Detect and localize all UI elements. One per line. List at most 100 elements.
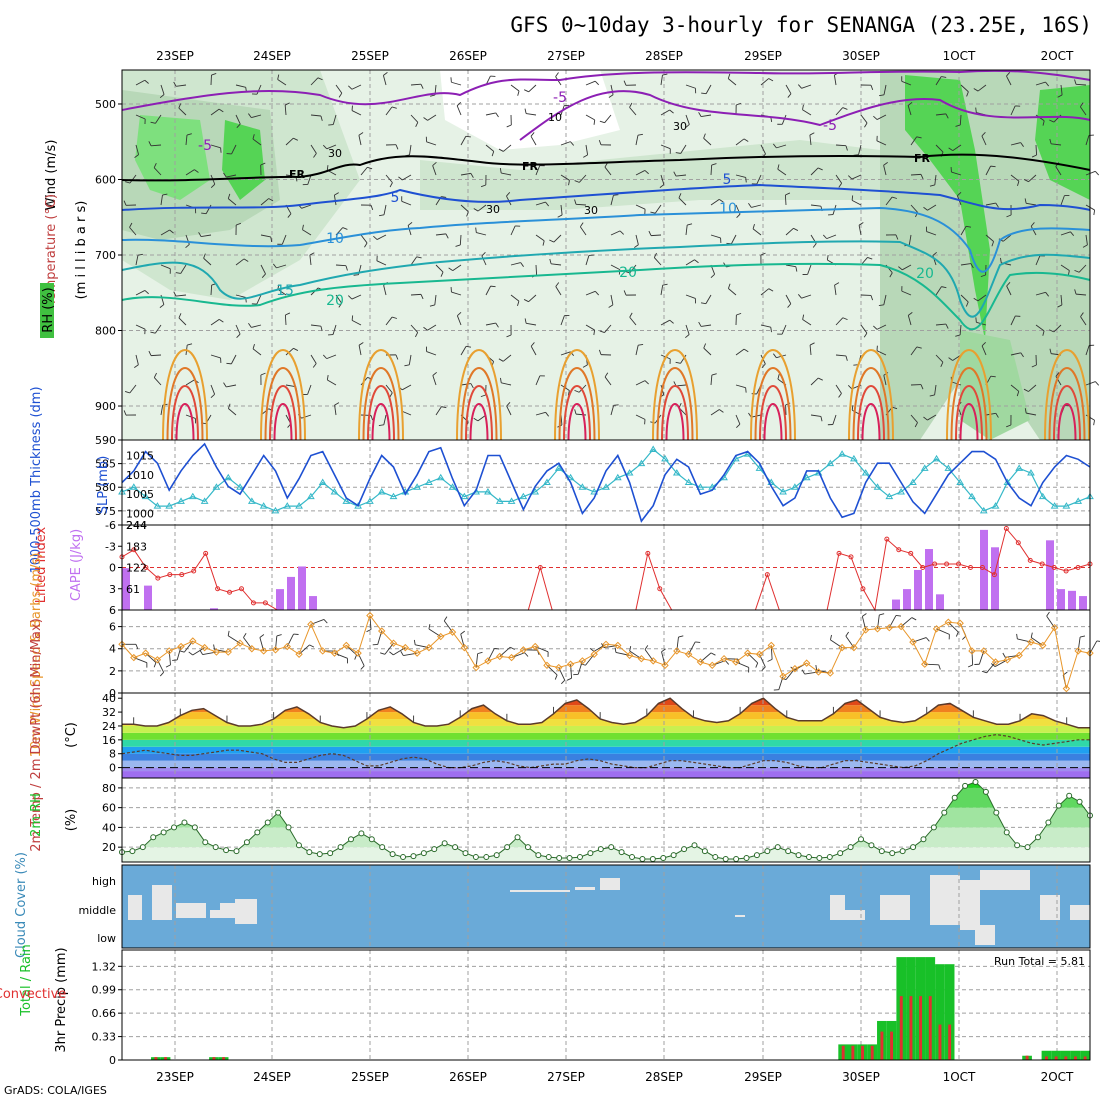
wind-barb xyxy=(382,75,387,86)
wind-barb-flag xyxy=(991,663,996,668)
y-tick-label: 80 xyxy=(102,782,116,795)
precip-convective-bar xyxy=(870,1045,874,1060)
rh-point xyxy=(608,844,615,851)
wind-barb-flag xyxy=(659,184,665,189)
cloud-block xyxy=(845,910,865,920)
thickness-point xyxy=(613,473,622,481)
wind-speed-point xyxy=(566,660,575,668)
wind-barb xyxy=(427,114,437,121)
thickness-point xyxy=(448,483,457,490)
wind-barb xyxy=(735,384,746,389)
rh-point xyxy=(785,848,792,855)
lifted-index-point xyxy=(944,561,950,567)
lifted-index-point xyxy=(203,550,209,556)
side-label: Lifted Index xyxy=(34,526,49,603)
temperature-contour xyxy=(558,367,596,441)
thickness-point xyxy=(554,464,563,471)
thickness-point xyxy=(625,469,634,476)
rh-point xyxy=(858,836,865,843)
wind-barb xyxy=(610,230,621,236)
temperature-contour xyxy=(1044,349,1090,441)
wind-barb xyxy=(460,383,471,386)
thickness-point xyxy=(944,464,953,471)
wind-barb-flag xyxy=(662,283,668,286)
wind-speed-point xyxy=(625,651,634,660)
wind-barb-flag xyxy=(545,201,550,207)
thickness-point xyxy=(661,454,669,462)
thickness-point xyxy=(885,492,894,500)
wind-barb-flag xyxy=(432,371,437,376)
wind-barb-flag xyxy=(873,325,878,330)
wind-barb-flag xyxy=(675,361,681,364)
wind-barb xyxy=(335,227,344,236)
wind-speed-point xyxy=(295,650,303,658)
wind-barb xyxy=(310,77,319,86)
wind-barb xyxy=(832,414,837,425)
thickness-point xyxy=(543,478,551,485)
wind-barb xyxy=(281,234,287,245)
wind-barb-flag xyxy=(169,229,174,234)
temperature-contour xyxy=(264,367,302,441)
date-label: 30SEP xyxy=(842,49,880,63)
wind-barb xyxy=(1075,293,1087,296)
wind-barb-flag xyxy=(743,348,749,353)
wind-barb xyxy=(230,354,237,365)
cloud-block xyxy=(735,915,745,917)
wind-barb xyxy=(460,172,471,176)
wind-barb-flag xyxy=(322,144,328,150)
thickness-point xyxy=(991,502,1000,509)
wind-barb xyxy=(676,384,687,387)
lifted-index-point xyxy=(155,575,161,581)
wind-barb-flag xyxy=(370,205,374,211)
wind-barb xyxy=(935,113,946,116)
wind-barb xyxy=(585,324,595,331)
wind-barb xyxy=(585,144,589,155)
precip-convective-bar xyxy=(861,1045,864,1060)
wind-barb-flag xyxy=(583,154,588,158)
wind-barb-flag xyxy=(1074,289,1077,295)
wind-barb xyxy=(959,324,962,336)
wind-barb-flag xyxy=(367,166,373,170)
rh-point xyxy=(1024,844,1031,851)
wind-barb xyxy=(575,413,587,416)
wind-barb xyxy=(460,346,467,356)
lifted-index-point xyxy=(836,550,842,556)
rh-shading xyxy=(440,70,620,150)
wind-speed-point xyxy=(1074,647,1082,655)
wind-barb-flag xyxy=(351,315,354,321)
isotherm-label: 5 xyxy=(723,172,732,188)
wind-barb xyxy=(435,406,442,416)
wind-barb-flag xyxy=(530,132,535,137)
wind-barb xyxy=(408,354,412,365)
wind-barb-flag xyxy=(443,616,448,622)
wind-speed-point xyxy=(507,653,516,662)
isotherm-line xyxy=(121,240,1091,318)
wind-barb-flag xyxy=(1016,633,1018,639)
wind-barb xyxy=(335,84,343,94)
thickness-point xyxy=(271,506,280,514)
wind-barb-flag xyxy=(218,318,224,323)
wind-barb xyxy=(604,324,612,333)
wind-barb xyxy=(810,167,819,176)
date-label: 1OCT xyxy=(943,49,976,63)
wind-barb-flag xyxy=(395,144,399,150)
cape-bar xyxy=(144,585,152,610)
date-label: 25SEP xyxy=(351,1070,389,1084)
rh-point xyxy=(629,854,636,861)
wind-barb-flag xyxy=(719,409,724,413)
lifted-index-point xyxy=(262,600,268,606)
cape-bar xyxy=(903,589,911,610)
rh-point xyxy=(837,850,844,857)
wind-barb-flag xyxy=(967,664,973,668)
rh-point xyxy=(566,855,573,862)
wind-barb-flag xyxy=(801,669,806,675)
precip-total-bar xyxy=(1060,1050,1071,1060)
wind-barb xyxy=(908,234,912,245)
wind-barb xyxy=(1035,81,1046,86)
thickness-point xyxy=(684,478,693,485)
temperature-contour xyxy=(861,403,881,441)
wind-barb xyxy=(307,384,312,395)
wind-barb-flag xyxy=(770,327,772,333)
precip-convective-bar xyxy=(890,1031,894,1060)
wind-speed-point xyxy=(968,647,976,655)
